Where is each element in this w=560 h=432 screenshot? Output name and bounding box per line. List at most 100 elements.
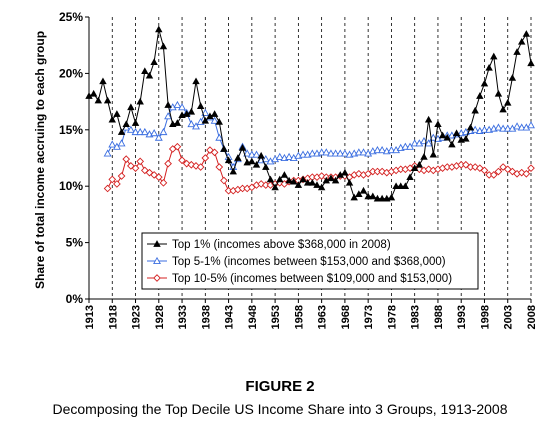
data-point	[136, 97, 144, 105]
data-point	[290, 177, 298, 185]
data-point	[410, 139, 419, 147]
data-point	[99, 77, 107, 85]
data-point	[369, 192, 377, 200]
data-point	[178, 156, 186, 165]
data-point	[145, 71, 154, 79]
data-point	[401, 142, 410, 150]
data-point	[112, 142, 121, 150]
data-point	[503, 124, 512, 132]
data-point	[471, 106, 479, 114]
data-point	[210, 148, 219, 157]
income-share-chart: 0% 5% 10% 15% 20% 25% 1913 1918 1923 1928 1933 1938…	[33, 10, 538, 329]
data-point	[108, 140, 117, 148]
data-point	[261, 155, 270, 163]
data-point	[262, 163, 270, 170]
data-point	[340, 149, 349, 157]
data-point	[480, 79, 489, 87]
data-point	[406, 142, 414, 150]
data-point	[387, 193, 396, 201]
data-point	[173, 119, 182, 126]
data-point	[159, 178, 168, 187]
y-tick-label: 15%	[59, 123, 83, 137]
data-point	[303, 178, 312, 186]
data-point	[280, 171, 289, 178]
series-lines	[85, 25, 535, 202]
data-point	[247, 150, 256, 158]
data-point	[299, 150, 307, 158]
data-point	[275, 152, 284, 160]
data-point	[462, 135, 470, 142]
data-point	[489, 171, 498, 179]
data-point	[517, 37, 526, 45]
data-point	[313, 181, 321, 188]
legend-label: Top 1% (incomes above $368,000 in 2008)	[172, 239, 391, 251]
data-point	[243, 149, 252, 157]
y-axis-label: Share of total income accruing to each g…	[33, 31, 47, 289]
x-tick-label: 1988	[433, 305, 445, 329]
data-point	[192, 77, 200, 85]
data-point	[517, 123, 526, 131]
x-tick-label: 1978	[386, 305, 398, 329]
figure-caption: Decomposing the Top Decile US Income Sha…	[52, 401, 508, 417]
data-point	[494, 89, 503, 97]
data-point	[153, 274, 161, 282]
data-point	[192, 162, 200, 170]
data-point	[429, 150, 438, 158]
data-point	[299, 175, 307, 183]
data-point	[527, 164, 535, 172]
data-point	[164, 101, 172, 108]
data-point	[153, 240, 161, 247]
series-1	[85, 25, 535, 202]
data-point	[490, 52, 498, 60]
data-point	[131, 127, 140, 136]
data-point	[210, 116, 219, 124]
data-point	[429, 133, 438, 141]
x-tick-label: 1918	[107, 305, 119, 329]
data-point	[150, 129, 159, 137]
data-point	[131, 164, 140, 172]
x-tick-label: 1998	[479, 305, 491, 329]
data-point	[238, 144, 247, 151]
data-point	[415, 160, 424, 168]
axes: 0% 5% 10% 15% 20% 25% 1913 1918 1923 1928 1933 1938…	[59, 10, 538, 329]
data-point	[141, 67, 149, 75]
data-point	[159, 127, 168, 136]
data-point	[522, 30, 531, 37]
data-point	[122, 155, 131, 163]
data-point	[94, 96, 103, 104]
x-tick-label: 1983	[410, 305, 422, 329]
data-point	[494, 167, 503, 176]
data-point	[122, 120, 130, 128]
data-point	[359, 186, 368, 194]
data-point	[136, 157, 145, 166]
data-point	[89, 89, 98, 97]
y-tick-label: 0%	[66, 292, 84, 306]
data-point	[234, 154, 242, 161]
data-point	[359, 148, 368, 156]
data-point	[276, 175, 284, 183]
x-tick-label: 1928	[154, 305, 166, 329]
data-point	[420, 153, 428, 160]
data-point	[317, 183, 326, 191]
data-point	[173, 142, 182, 151]
data-point	[424, 115, 433, 123]
data-point	[424, 139, 433, 147]
data-point	[117, 128, 126, 135]
x-tick-label: 1968	[340, 305, 352, 329]
data-point	[354, 148, 363, 156]
data-point	[196, 102, 205, 109]
data-point	[327, 174, 335, 182]
data-point	[378, 194, 386, 202]
data-point	[373, 194, 382, 202]
data-point	[508, 167, 517, 176]
data-point	[131, 119, 140, 126]
data-point	[196, 163, 205, 171]
data-point	[387, 145, 396, 154]
data-point	[410, 164, 419, 172]
data-point	[345, 178, 354, 186]
data-point	[401, 182, 410, 190]
x-tick-label: 2003	[503, 305, 515, 329]
data-point	[155, 25, 163, 33]
data-point	[494, 123, 503, 131]
data-point	[308, 178, 317, 186]
